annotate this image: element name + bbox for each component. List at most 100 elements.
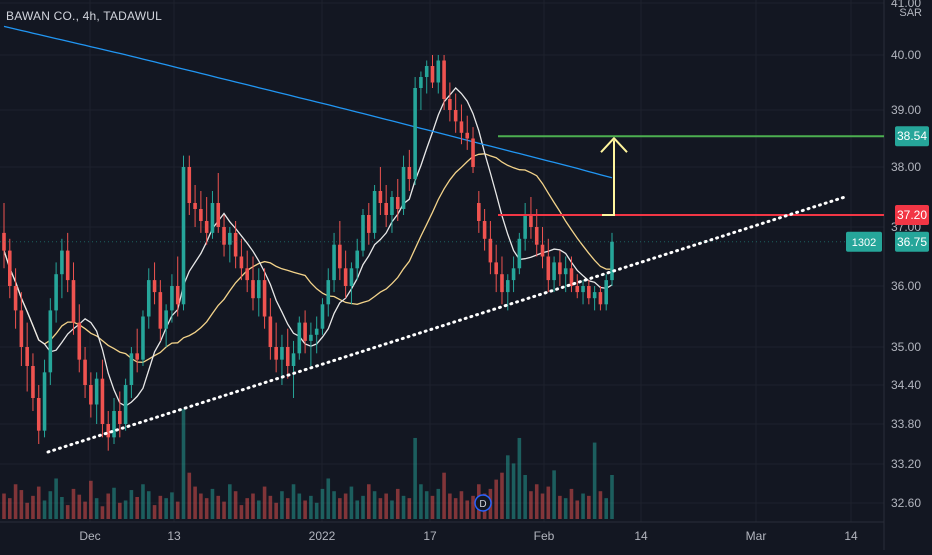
candle [146, 280, 151, 317]
candle [303, 322, 307, 341]
candle [407, 167, 412, 179]
volume-bar [505, 455, 510, 519]
candle [280, 347, 284, 360]
volume-bar [228, 484, 232, 519]
volume-bar [146, 491, 151, 519]
volume-bar [546, 486, 551, 519]
volume-bar [558, 495, 562, 519]
target-arrow-shaft [602, 140, 615, 216]
volume-bar [500, 472, 504, 519]
candle [505, 280, 510, 293]
candle [372, 191, 377, 233]
volume-bar [367, 484, 371, 519]
candle [326, 280, 331, 305]
volume-bar [529, 491, 533, 519]
candle [367, 215, 371, 233]
volume-bar [453, 498, 458, 519]
x-tick-label: Dec [79, 529, 100, 543]
candle [534, 227, 539, 245]
volume-bar [465, 500, 470, 519]
volume-bar [395, 488, 400, 519]
candle [395, 197, 400, 209]
volume-bar [309, 495, 313, 519]
candle [239, 256, 244, 269]
candle [465, 132, 470, 139]
candle [158, 292, 163, 329]
candle [129, 353, 134, 385]
candle [442, 60, 446, 99]
volume-bar [581, 493, 585, 519]
candle [48, 310, 53, 373]
candle [424, 66, 429, 77]
last-price-tag: 36.75 [897, 235, 927, 249]
candle [164, 310, 168, 329]
candle [500, 274, 504, 293]
candle [262, 280, 267, 317]
y-tick-label: 32.60 [891, 496, 921, 510]
volume-bar [31, 495, 35, 519]
candle [118, 411, 122, 424]
volume-bar [135, 497, 139, 519]
volume-bar [592, 442, 597, 519]
volume-bar [60, 497, 64, 519]
candle [228, 232, 232, 245]
candle [575, 286, 580, 293]
candle [285, 347, 290, 366]
candle [89, 385, 93, 405]
volume-bar [338, 498, 342, 519]
moving-average-long [3, 25, 613, 179]
y-tick-label: 33.80 [891, 417, 921, 431]
candle [245, 268, 249, 281]
candle [523, 215, 527, 239]
candle [430, 66, 435, 83]
x-tick-label: 13 [167, 529, 181, 543]
volume-bar [303, 500, 307, 519]
volume-bar [106, 493, 111, 519]
candle [558, 262, 562, 275]
candle [610, 241, 614, 281]
candle [71, 280, 76, 323]
x-tick-label: 14 [634, 529, 648, 543]
x-tick-label: Mar [746, 529, 767, 543]
volume-bar [83, 501, 87, 519]
y-tick-label: 33.20 [891, 457, 921, 471]
volume-bar [361, 495, 365, 519]
candle [54, 274, 58, 311]
candle [7, 250, 12, 286]
candle [36, 398, 41, 431]
volume-bar [494, 479, 498, 519]
volume-bar [390, 500, 394, 519]
y-tick-label: 34.40 [891, 378, 921, 392]
last-volume-tag: 1302 [852, 237, 876, 249]
candle [390, 197, 394, 215]
candle [581, 286, 585, 293]
volume-bar [152, 505, 157, 519]
candle [193, 203, 197, 209]
volume-bar [65, 505, 70, 519]
candle [563, 268, 568, 275]
candle [175, 286, 180, 305]
candle [419, 77, 423, 88]
candle [152, 280, 157, 293]
volume-bar [274, 502, 278, 519]
volume-bar [123, 500, 128, 519]
candle [251, 280, 255, 299]
volume-bar [610, 475, 614, 519]
candle [529, 215, 533, 227]
y-tick-label: 40.00 [891, 48, 921, 62]
candle [343, 268, 348, 286]
y-tick-label: 36.00 [891, 279, 921, 293]
volume-bar [401, 495, 406, 519]
volume-bar [604, 498, 609, 519]
candle [459, 121, 464, 133]
chart-title: BAWAN CO., 4h, TADAWUL [6, 9, 162, 23]
last-price-tag-bg [895, 231, 929, 252]
volume-bar [48, 491, 53, 519]
candle [482, 221, 487, 239]
volume-bar [511, 463, 516, 519]
volume-bar [326, 478, 331, 519]
volume-bar [118, 502, 122, 519]
volume-bar [297, 493, 302, 519]
volume-bar [268, 495, 273, 519]
